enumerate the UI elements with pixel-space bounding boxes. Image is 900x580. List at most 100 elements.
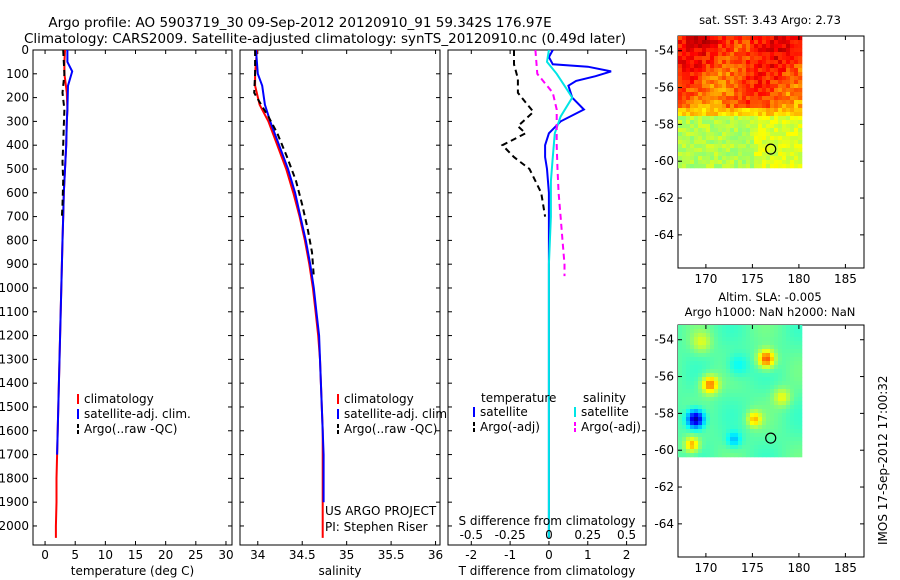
map-cell — [770, 148, 775, 153]
map-cell — [730, 357, 735, 362]
map-cell — [750, 337, 755, 342]
map-cell — [762, 437, 767, 442]
map-cell — [722, 56, 727, 61]
map-cell — [786, 445, 791, 450]
map-cell — [702, 88, 707, 93]
map-cell — [710, 429, 715, 434]
map-cell — [754, 341, 759, 346]
map-cell — [730, 140, 735, 145]
map-cell — [766, 76, 771, 81]
map-cell — [686, 337, 691, 342]
map-cell — [766, 100, 771, 105]
map-cell — [726, 96, 731, 101]
map-cell — [754, 429, 759, 434]
map-cell — [682, 437, 687, 442]
map-cell — [698, 104, 703, 109]
map-cell — [782, 48, 787, 53]
map-cell — [698, 401, 703, 406]
map-cell — [706, 329, 711, 334]
map-cell — [754, 325, 759, 330]
map-cell — [686, 365, 691, 370]
map-cell — [770, 397, 775, 402]
secondary-tick-label: -0.25 — [495, 528, 526, 542]
map-cell — [750, 365, 755, 370]
map-cell — [762, 381, 767, 386]
map-cell — [774, 337, 779, 342]
map-cell — [730, 92, 735, 97]
map-cell — [750, 76, 755, 81]
map-cell — [706, 425, 711, 430]
map-cell — [706, 116, 711, 121]
map-cell — [754, 56, 759, 61]
map-cell — [678, 92, 683, 97]
x-tick-label: 175 — [741, 561, 764, 575]
map-cell — [678, 433, 683, 438]
map-cell — [698, 441, 703, 446]
map-cell — [738, 345, 743, 350]
map-cell — [742, 76, 747, 81]
map-cell — [746, 413, 751, 418]
map-cell — [730, 56, 735, 61]
x-tick-label: 35.5 — [378, 548, 405, 562]
map-cell — [786, 353, 791, 358]
map-cell — [710, 345, 715, 350]
map-cell — [686, 36, 691, 41]
map-cell — [686, 48, 691, 53]
map-cell — [766, 56, 771, 61]
map-cell — [694, 441, 699, 446]
map-cell — [682, 413, 687, 418]
map-cell — [682, 60, 687, 65]
map-cell — [778, 104, 783, 109]
map-cell — [754, 401, 759, 406]
map-cell — [702, 409, 707, 414]
map-cell — [694, 80, 699, 85]
map-cell — [726, 349, 731, 354]
map-cell — [770, 52, 775, 57]
map-cell — [734, 48, 739, 53]
map-cell — [710, 112, 715, 117]
map-cell — [766, 160, 771, 165]
map-cell — [718, 104, 723, 109]
map-cell — [678, 144, 683, 149]
map-cell — [754, 120, 759, 125]
map-cell — [734, 425, 739, 430]
y-tick-label: 0 — [21, 43, 29, 57]
map-cell — [742, 365, 747, 370]
y-tick-label: -56 — [654, 81, 674, 95]
map-cell — [758, 453, 763, 458]
map-cell — [722, 136, 727, 141]
map-cell — [778, 116, 783, 121]
map-cell — [794, 425, 799, 430]
map-cell — [766, 381, 771, 386]
map-cell — [786, 441, 791, 446]
map-cell — [738, 333, 743, 338]
map-cell — [686, 92, 691, 97]
map-cell — [782, 52, 787, 57]
map-cell — [706, 60, 711, 65]
map-cell — [714, 441, 719, 446]
map-cell — [734, 409, 739, 414]
map-cell — [722, 441, 727, 446]
map-cell — [790, 144, 795, 149]
map-cell — [778, 108, 783, 113]
map-cell — [698, 325, 703, 330]
map-cell — [698, 381, 703, 386]
map-cell — [746, 112, 751, 117]
map-cell — [686, 361, 691, 366]
map-cell — [694, 104, 699, 109]
map-cell — [714, 160, 719, 165]
map-cell — [694, 429, 699, 434]
map-cell — [774, 373, 779, 378]
map-cell — [798, 112, 803, 117]
map-cell — [786, 393, 791, 398]
map-cell — [702, 381, 707, 386]
map-cell — [742, 52, 747, 57]
map-cell — [722, 120, 727, 125]
map-cell — [798, 152, 803, 157]
map-cell — [678, 76, 683, 81]
map-cell — [738, 361, 743, 366]
map-cell — [726, 100, 731, 105]
map-cell — [758, 357, 763, 362]
map-cell — [790, 365, 795, 370]
map-cell — [742, 148, 747, 153]
